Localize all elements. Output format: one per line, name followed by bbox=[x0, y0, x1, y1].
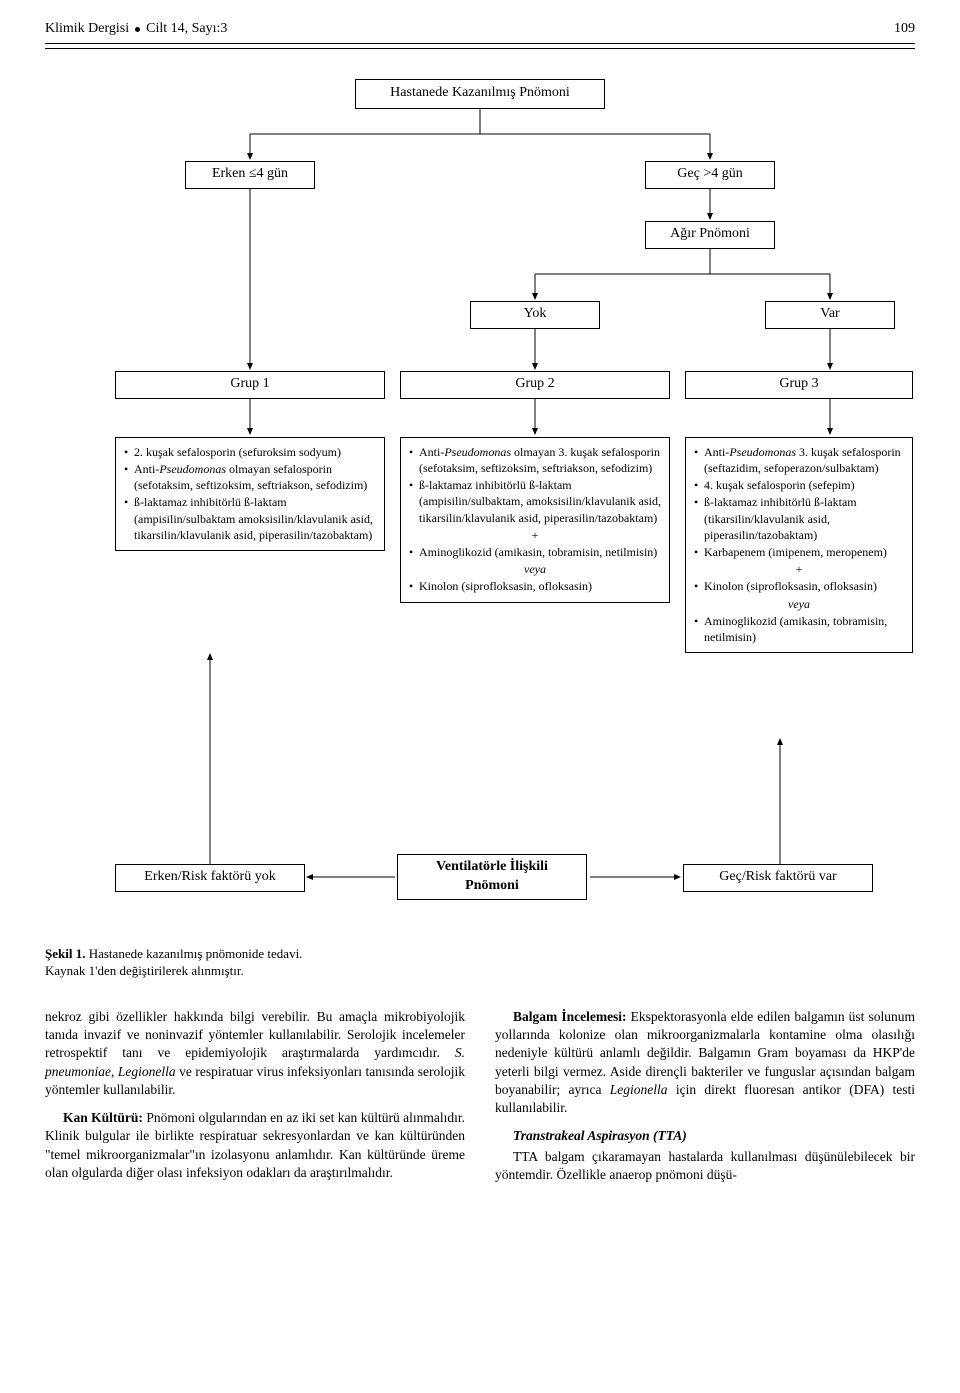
grup3-node: Grup 3 bbox=[685, 371, 913, 399]
journal-name: Klimik Dergisi bbox=[45, 20, 129, 39]
leaf3-item: Kinolon (siprofloksasin, ofloksasin) bbox=[694, 578, 904, 594]
root-node: Hastanede Kazanılmış Pnömoni bbox=[355, 79, 605, 109]
leaf3-item: Karbapenem (imipenem, meropenem) bbox=[694, 544, 904, 560]
bottom-right-label: Geç/Risk faktörü var bbox=[719, 868, 836, 887]
erken-node: Erken ≤4 gün bbox=[185, 161, 315, 189]
page-header: Klimik Dergisi Cilt 14, Sayı:3 109 bbox=[45, 20, 915, 39]
root-label: Hastanede Kazanılmış Pnömoni bbox=[390, 84, 570, 103]
body-columns: nekroz gibi özellikler hakkında bilgi ve… bbox=[45, 1008, 915, 1194]
leaf2-box: Anti-Pseudomonas olmayan 3. kuşak sefalo… bbox=[400, 437, 670, 603]
agir-label: Ağır Pnömoni bbox=[670, 225, 750, 244]
issue-label: Cilt 14, Sayı:3 bbox=[146, 20, 227, 39]
leaf1-item: ß-laktamaz inhibitörlü ß-laktam (ampisil… bbox=[124, 494, 376, 543]
leaf2-item: Aminoglikozid (amikasin, tobramisin, net… bbox=[409, 544, 661, 560]
bottom-right-node: Geç/Risk faktörü var bbox=[683, 864, 873, 892]
erken-label: Erken ≤4 gün bbox=[212, 165, 288, 184]
gec-label: Geç >4 gün bbox=[677, 165, 742, 184]
column-left: nekroz gibi özellikler hakkında bilgi ve… bbox=[45, 1008, 465, 1194]
leaf1-item: Anti-Pseudomonas olmayan sefalosporin (s… bbox=[124, 461, 376, 493]
paragraph-text: TTA balgam çıkaramayan hastalarda kullan… bbox=[495, 1149, 915, 1182]
plus-separator: + bbox=[694, 561, 904, 577]
paragraph: Kan Kültürü: Pnömoni olgularından en az … bbox=[45, 1109, 465, 1182]
leaf1-item: 2. kuşak sefalosporin (sefuroksim sodyum… bbox=[124, 444, 376, 460]
bullet-icon bbox=[135, 27, 140, 32]
agir-node: Ağır Pnömoni bbox=[645, 221, 775, 249]
bottom-left-node: Erken/Risk faktörü yok bbox=[115, 864, 305, 892]
caption-text: Hastanede kazanılmış pnömonide tedavi. bbox=[89, 946, 303, 961]
header-divider bbox=[45, 43, 915, 44]
yok-node: Yok bbox=[470, 301, 600, 329]
leaf3-item: Aminoglikozid (amikasin, tobramisin, net… bbox=[694, 613, 904, 645]
header-divider-2 bbox=[45, 48, 915, 49]
grup2-label: Grup 2 bbox=[515, 375, 554, 394]
plus-separator: + bbox=[409, 527, 661, 543]
leaf2-item: Kinolon (siprofloksasin, ofloksasin) bbox=[409, 578, 661, 594]
subheading: Transtrakeal Aspirasyon (TTA) bbox=[513, 1128, 687, 1143]
bottom-center-node: Ventilatörle İlişkiliPnömoni bbox=[397, 854, 587, 900]
paragraph: Balgam İncelemesi: Ekspektorasyonla elde… bbox=[495, 1008, 915, 1117]
page-number: 109 bbox=[894, 20, 915, 39]
grup1-node: Grup 1 bbox=[115, 371, 385, 399]
bottom-center-label: Ventilatörle İlişkiliPnömoni bbox=[436, 858, 548, 896]
var-node: Var bbox=[765, 301, 895, 329]
leaf2-item: ß-laktamaz inhibitörlü ß-laktam (ampisil… bbox=[409, 477, 661, 526]
subheading: Balgam İncelemesi: bbox=[513, 1009, 627, 1024]
leaf3-item: ß-laktamaz inhibitörlü ß-laktam (tikarsi… bbox=[694, 494, 904, 543]
figure-caption: Şekil 1. Hastanede kazanılmış pnömonide … bbox=[45, 945, 915, 980]
subheading-line: Transtrakeal Aspirasyon (TTA) bbox=[495, 1127, 915, 1145]
leaf1-box: 2. kuşak sefalosporin (sefuroksim sodyum… bbox=[115, 437, 385, 551]
veya-separator: veya bbox=[409, 561, 661, 577]
subheading: Kan Kültürü: bbox=[63, 1110, 143, 1125]
grup2-node: Grup 2 bbox=[400, 371, 670, 399]
veya-separator: veya bbox=[694, 596, 904, 612]
paragraph: TTA balgam çıkaramayan hastalarda kullan… bbox=[495, 1148, 915, 1184]
column-right: Balgam İncelemesi: Ekspektorasyonla elde… bbox=[495, 1008, 915, 1194]
var-label: Var bbox=[820, 305, 839, 324]
paragraph: nekroz gibi özellikler hakkında bilgi ve… bbox=[45, 1008, 465, 1099]
caption-label: Şekil 1. bbox=[45, 946, 85, 961]
leaf3-item: 4. kuşak sefalosporin (sefepim) bbox=[694, 477, 904, 493]
caption-subtext: Kaynak 1'den değiştirilerek alınmıştır. bbox=[45, 963, 244, 978]
leaf2-item: Anti-Pseudomonas olmayan 3. kuşak sefalo… bbox=[409, 444, 661, 476]
gec-node: Geç >4 gün bbox=[645, 161, 775, 189]
grup3-label: Grup 3 bbox=[779, 375, 818, 394]
yok-label: Yok bbox=[524, 305, 547, 324]
bottom-left-label: Erken/Risk faktörü yok bbox=[144, 868, 275, 887]
leaf3-item: Anti-Pseudomonas 3. kuşak sefalosporin (… bbox=[694, 444, 904, 476]
flowchart: Hastanede Kazanılmış Pnömoni Erken ≤4 gü… bbox=[45, 79, 915, 929]
leaf3-box: Anti-Pseudomonas 3. kuşak sefalosporin (… bbox=[685, 437, 913, 653]
grup1-label: Grup 1 bbox=[230, 375, 269, 394]
